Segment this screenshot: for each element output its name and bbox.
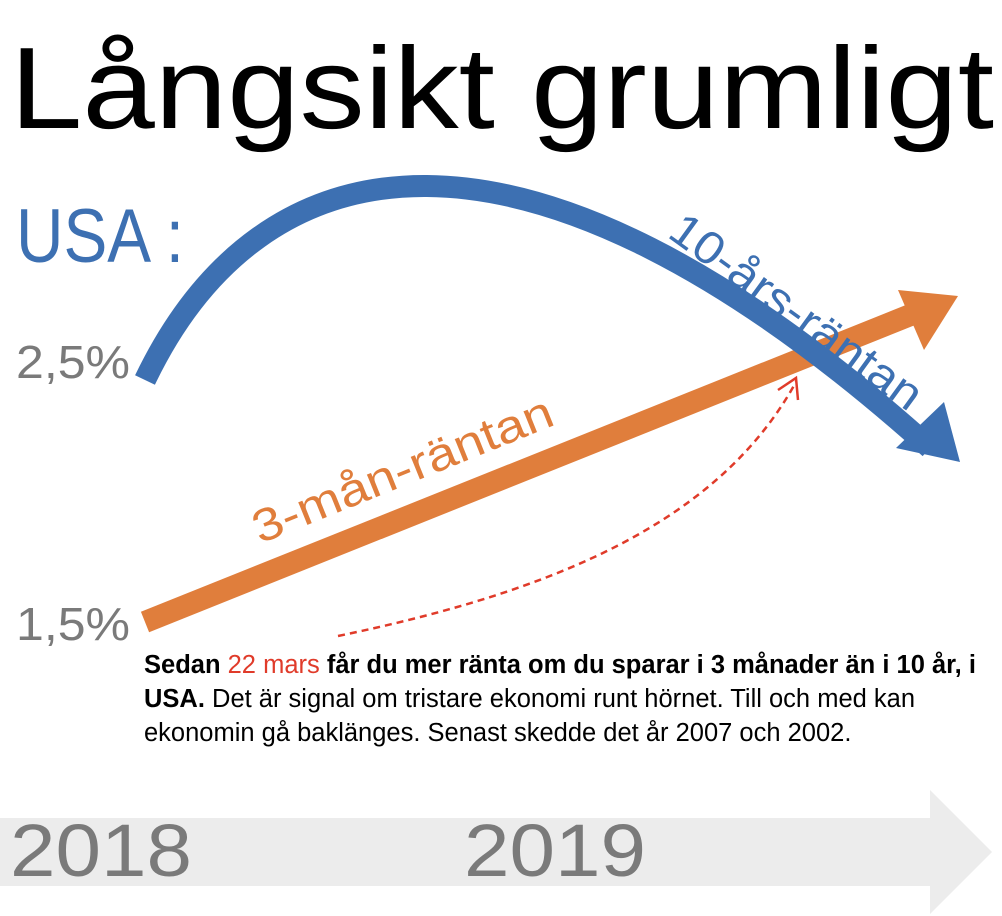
note-bold-end: får du mer ränta om du sparar i 3 månade… <box>144 651 976 713</box>
x-tick-label: 2018 <box>10 809 192 892</box>
series-line-3-month <box>140 301 923 633</box>
note-date: 22 mars <box>227 651 320 679</box>
y-tick-label: 1,5% <box>16 598 130 650</box>
chart-title: Långsikt grumligt <box>10 23 994 153</box>
annotation-arrowhead <box>777 375 800 401</box>
series-arrowhead-3-month <box>898 290 958 350</box>
x-tick-label: 2019 <box>464 809 646 892</box>
chart-subtitle: USA : <box>16 194 184 279</box>
annotation-note: Sedan 22 mars får du mer ränta om du spa… <box>144 648 984 750</box>
time-axis-arrow <box>0 790 992 914</box>
series-arrowhead-10-year <box>896 402 960 462</box>
note-bold-text: Sedan 22 mars får du mer ränta om du spa… <box>144 651 976 713</box>
y-tick-label: 2,5% <box>16 336 130 388</box>
note-bold-start: Sedan <box>144 651 228 679</box>
note-body-text: Det är signal om tristare ekonomi runt h… <box>144 685 916 747</box>
series-line-10-year <box>135 175 938 457</box>
